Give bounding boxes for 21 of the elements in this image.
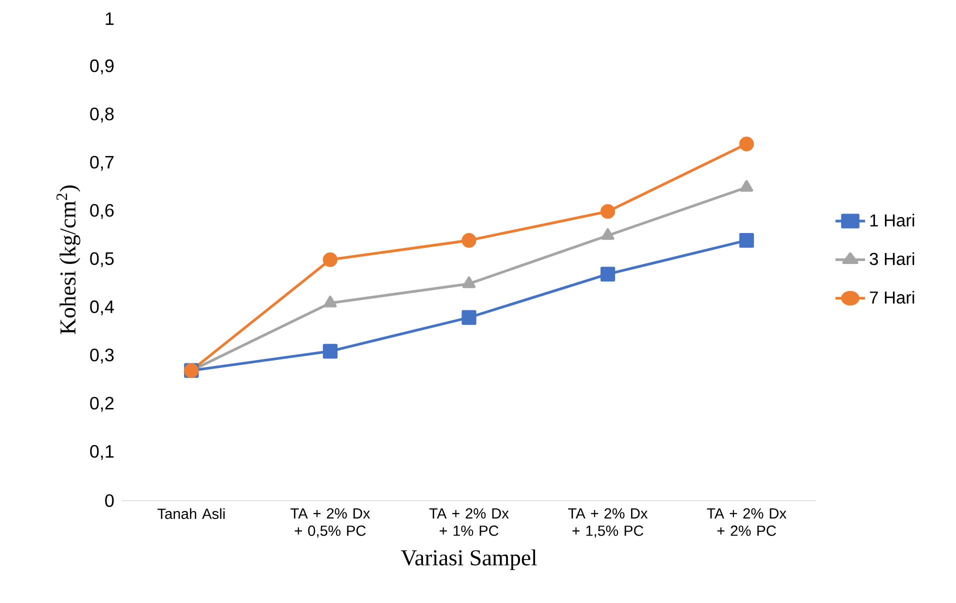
y-tick-label: 0 [105,494,114,508]
x-tick-label: TA + 2% Dx + 1,5% PC [568,508,648,538]
y-tick-label: 0,2 [90,396,114,412]
y-tick-label: 0,3 [90,348,114,364]
x-tick-label: TA + 2% Dx + 1% PC [429,508,509,536]
x-tick-label: Tanah Asli [158,508,225,520]
x-tick-label: TA + 2% Dx + 2% PC [706,508,786,536]
x-axis-title: Variasi Sampel [400,550,537,570]
y-axis-title: Kohesi (kg/cm$^{2}$) [56,186,80,334]
y-tick-label: 0,9 [90,60,114,74]
y-tick-label: 0,7 [90,156,114,171]
x-tick-label: TA + 2% Dx + 0,5% PC [290,508,370,538]
y-tick-label: 1 [106,12,114,26]
legend-label: 3 Hari [870,252,914,266]
y-tick-label: 0,1 [90,445,114,460]
legend-label: 1 Hari [870,214,914,227]
legend-label: 7 Hari [870,291,914,304]
y-tick-label: 0,4 [90,300,114,316]
y-tick-label: 0,6 [90,204,114,220]
y-tick-label: 0,5 [90,252,114,268]
y-tick-label: 0,8 [90,108,114,123]
